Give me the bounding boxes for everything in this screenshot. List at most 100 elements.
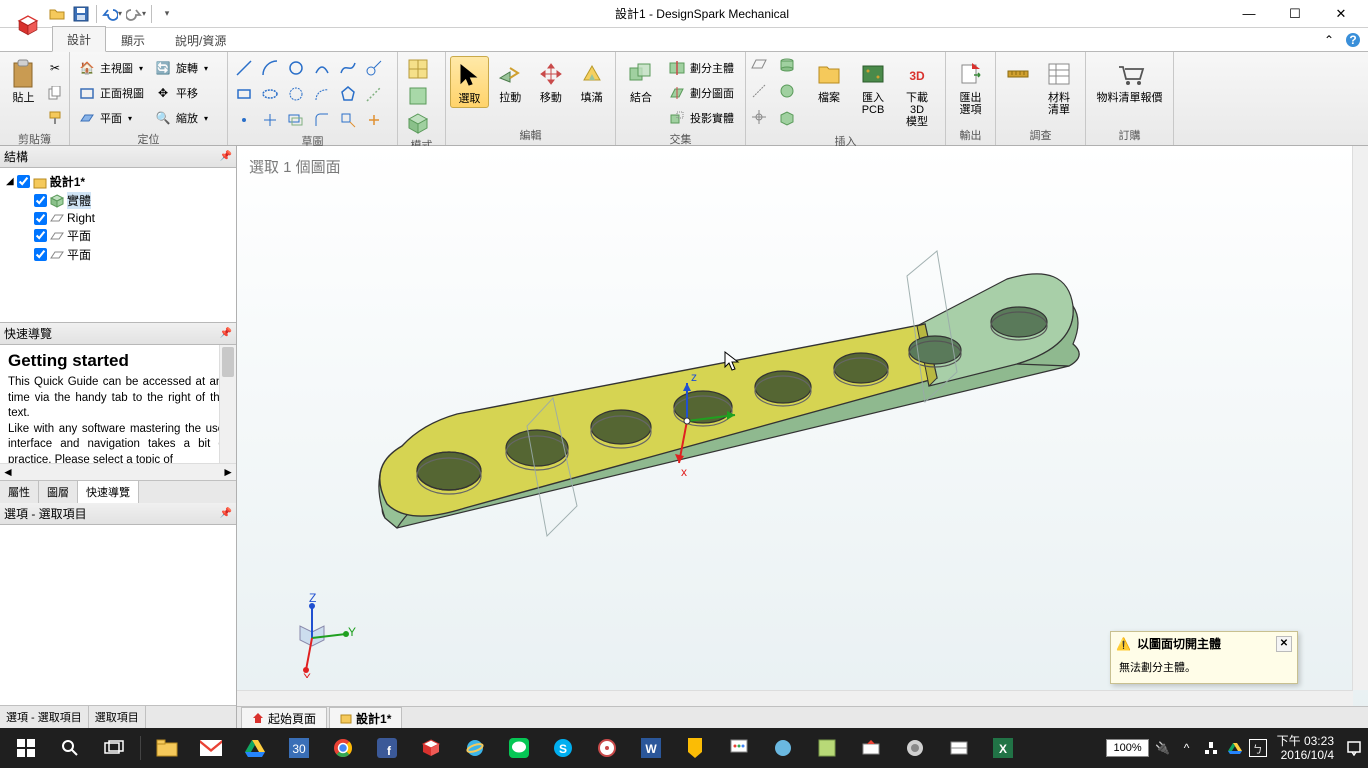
tray-power-icon[interactable]: 🔌: [1153, 738, 1173, 758]
tray-clock[interactable]: 下午 03:23 2016/10/4: [1271, 734, 1340, 763]
insert-origin-icon[interactable]: [750, 108, 774, 132]
select-tool-button[interactable]: 選取: [450, 56, 489, 108]
construction-tool-icon[interactable]: [362, 82, 386, 106]
doctab-design[interactable]: 設計1*: [329, 707, 402, 729]
ellipse-tool-icon[interactable]: [258, 82, 282, 106]
calendar-icon[interactable]: 30: [277, 728, 321, 768]
notifications-icon[interactable]: [1344, 738, 1364, 758]
tree-item-plane2[interactable]: 平面: [4, 245, 232, 264]
ribbon-minimize-icon[interactable]: ⌃: [1320, 31, 1338, 49]
undo-icon[interactable]: ▾: [101, 3, 123, 25]
sweep-arc-tool-icon[interactable]: [310, 82, 334, 106]
pan-button[interactable]: ✥平移: [150, 81, 212, 105]
3d-mode-icon[interactable]: [402, 110, 434, 136]
chrome-icon[interactable]: [321, 728, 365, 768]
tray-ime-icon[interactable]: ㄅ: [1249, 739, 1267, 757]
taskview-button[interactable]: [92, 728, 136, 768]
tree-root-checkbox[interactable]: [17, 175, 30, 188]
offset-tool-icon[interactable]: [284, 108, 308, 132]
app5-icon[interactable]: [893, 728, 937, 768]
measure-button[interactable]: [1000, 56, 1036, 92]
open-icon[interactable]: [46, 3, 68, 25]
tab-display[interactable]: 顯示: [106, 27, 160, 52]
word-icon[interactable]: W: [629, 728, 673, 768]
polygon-tool-icon[interactable]: [336, 82, 360, 106]
designspark-icon[interactable]: [409, 728, 453, 768]
insert-box-icon[interactable]: [778, 108, 802, 132]
tree-item-plane1[interactable]: 平面: [4, 226, 232, 245]
zoom-button[interactable]: 🔍縮放▾: [150, 106, 212, 130]
format-painter-icon[interactable]: [46, 109, 64, 127]
split-body-button[interactable]: 劃分主體: [664, 56, 738, 80]
arc-tool-icon[interactable]: [258, 56, 282, 80]
insert-file-button[interactable]: 檔案: [808, 56, 850, 106]
structure-tree[interactable]: ◢設計1* 實體 Right 平面 平面: [0, 168, 236, 323]
paint-icon[interactable]: [717, 728, 761, 768]
combine-button[interactable]: 結合: [620, 56, 662, 106]
tree-root[interactable]: ◢設計1*: [4, 172, 232, 191]
save-icon[interactable]: [70, 3, 92, 25]
download-3d-button[interactable]: 3D 下載 3D 模型: [896, 56, 938, 130]
cut-icon[interactable]: ✂: [46, 59, 64, 77]
insert-cylinder-icon[interactable]: [778, 56, 802, 80]
redo-icon[interactable]: ▾: [125, 3, 147, 25]
plane-view-button[interactable]: 平面▾: [74, 106, 148, 130]
orientation-triad[interactable]: Z Y X: [267, 588, 357, 678]
text-tool-icon[interactable]: [362, 108, 386, 132]
help-icon[interactable]: ?: [1344, 31, 1362, 49]
pull-tool-button[interactable]: 拉動: [491, 56, 530, 106]
doctab-start[interactable]: 起始頁面: [241, 707, 327, 729]
fill-tool-button[interactable]: 填滿: [572, 56, 611, 106]
quicknav-hscroll[interactable]: ◄►: [0, 463, 236, 480]
tangent-tool-icon[interactable]: [362, 56, 386, 80]
tray-up-icon[interactable]: ^: [1177, 738, 1197, 758]
proptab-qnav[interactable]: 快速導覽: [78, 481, 139, 503]
rect-tool-icon[interactable]: [232, 82, 256, 106]
skype-icon[interactable]: S: [541, 728, 585, 768]
spline-tool-icon[interactable]: [336, 56, 360, 80]
pin-icon[interactable]: 📌: [220, 151, 232, 162]
section-mode-icon[interactable]: [402, 83, 434, 109]
toast-close-button[interactable]: ✕: [1276, 636, 1292, 652]
export-options-button[interactable]: 匯出 選項: [950, 56, 991, 118]
explorer-icon[interactable]: [145, 728, 189, 768]
move-tool-button[interactable]: 移動: [532, 56, 571, 106]
order-bom-button[interactable]: 物料清單報價: [1090, 56, 1169, 106]
pin-icon[interactable]: 📌: [220, 508, 232, 519]
drive-icon[interactable]: [233, 728, 277, 768]
insert-sphere-icon[interactable]: [778, 82, 802, 106]
viewport-3d[interactable]: 選取 1 個圖面: [237, 146, 1368, 728]
excel-icon[interactable]: X: [981, 728, 1025, 768]
rotate-button[interactable]: 🔄旋轉▾: [150, 56, 212, 80]
bltab-selitems[interactable]: 選取項目: [89, 706, 146, 728]
project-tool-icon[interactable]: [336, 108, 360, 132]
insert-plane-icon[interactable]: [750, 56, 774, 80]
ie-icon[interactable]: [453, 728, 497, 768]
tab-design[interactable]: 設計: [52, 26, 106, 52]
app4-icon[interactable]: [849, 728, 893, 768]
tray-drive-icon[interactable]: [1225, 738, 1245, 758]
circle3pt-tool-icon[interactable]: [284, 82, 308, 106]
tray-network-icon[interactable]: [1201, 738, 1221, 758]
zoom-level[interactable]: 100%: [1106, 739, 1148, 757]
line-tool-icon[interactable]: [232, 56, 256, 80]
facebook-icon[interactable]: f: [365, 728, 409, 768]
app1-icon[interactable]: [585, 728, 629, 768]
bom-button[interactable]: 材料 清單: [1038, 56, 1080, 118]
project-solid-button[interactable]: 投影實體: [664, 106, 738, 130]
fillet-tool-icon[interactable]: [310, 108, 334, 132]
circle-tool-icon[interactable]: [284, 56, 308, 80]
app2-icon[interactable]: [761, 728, 805, 768]
front-view-button[interactable]: 正面視圖: [74, 81, 148, 105]
paste-button[interactable]: 貼上: [4, 56, 43, 106]
home-view-button[interactable]: 🏠主視圖▾: [74, 56, 148, 80]
gmail-icon[interactable]: [189, 728, 233, 768]
pin-icon[interactable]: 📌: [220, 328, 232, 339]
sketch-mode-icon[interactable]: [402, 56, 434, 82]
tree-item-solid[interactable]: 實體: [4, 191, 232, 210]
point-tool-icon[interactable]: [232, 108, 256, 132]
insert-axis-icon[interactable]: [750, 82, 774, 106]
start-button[interactable]: [4, 728, 48, 768]
viewport-hscroll[interactable]: [237, 690, 1353, 706]
quicknav-vscroll[interactable]: [219, 345, 236, 463]
